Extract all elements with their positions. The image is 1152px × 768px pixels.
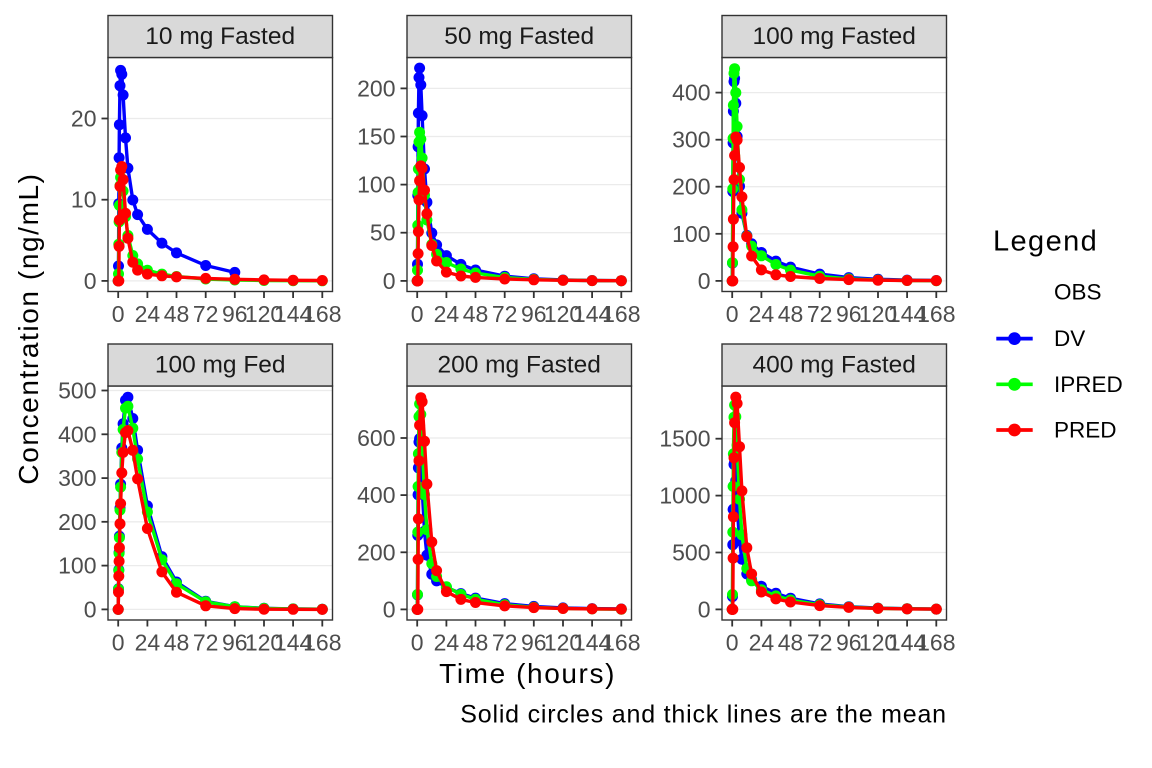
svg-text:500: 500: [58, 378, 96, 404]
svg-text:DV: DV: [1054, 326, 1085, 351]
svg-text:96: 96: [521, 301, 547, 327]
svg-text:OBS: OBS: [1054, 280, 1102, 305]
svg-text:0: 0: [411, 301, 424, 327]
svg-text:0: 0: [84, 268, 97, 294]
svg-text:0: 0: [411, 630, 424, 656]
svg-text:168: 168: [602, 630, 640, 656]
svg-text:48: 48: [164, 301, 190, 327]
svg-text:400: 400: [357, 482, 395, 508]
svg-text:48: 48: [463, 630, 489, 656]
svg-text:24: 24: [135, 301, 161, 327]
svg-text:24: 24: [434, 630, 460, 656]
svg-text:48: 48: [778, 630, 804, 656]
svg-text:100: 100: [58, 553, 96, 579]
svg-text:96: 96: [521, 630, 547, 656]
svg-text:400 mg Fasted: 400 mg Fasted: [752, 352, 915, 379]
svg-text:72: 72: [193, 630, 219, 656]
svg-text:48: 48: [778, 301, 804, 327]
svg-text:100 mg Fasted: 100 mg Fasted: [752, 23, 915, 50]
svg-text:168: 168: [917, 630, 955, 656]
svg-text:24: 24: [434, 301, 460, 327]
svg-text:0: 0: [383, 268, 396, 294]
svg-text:100 mg Fed: 100 mg Fed: [155, 352, 286, 379]
svg-text:0: 0: [698, 596, 711, 622]
svg-text:0: 0: [698, 268, 711, 294]
svg-text:168: 168: [303, 301, 341, 327]
svg-text:168: 168: [917, 301, 955, 327]
svg-text:200: 200: [357, 75, 395, 101]
svg-text:0: 0: [383, 596, 396, 622]
svg-text:96: 96: [836, 630, 862, 656]
svg-text:48: 48: [463, 301, 489, 327]
svg-text:Solid circles and thick lines: Solid circles and thick lines are the me…: [460, 701, 947, 729]
svg-text:48: 48: [164, 630, 190, 656]
svg-text:10 mg Fasted: 10 mg Fasted: [145, 23, 295, 50]
svg-text:72: 72: [492, 301, 518, 327]
svg-text:144: 144: [888, 301, 927, 327]
svg-text:120: 120: [245, 301, 283, 327]
svg-text:168: 168: [303, 630, 341, 656]
svg-text:PRED: PRED: [1054, 418, 1117, 443]
svg-text:144: 144: [573, 630, 612, 656]
svg-text:144: 144: [888, 630, 927, 656]
svg-text:200: 200: [672, 174, 710, 200]
svg-text:120: 120: [544, 301, 582, 327]
svg-text:Concentration (ng/mL): Concentration (ng/mL): [13, 172, 44, 484]
svg-text:96: 96: [836, 301, 862, 327]
svg-text:150: 150: [357, 124, 395, 150]
svg-text:0: 0: [726, 630, 739, 656]
svg-text:50: 50: [370, 220, 396, 246]
svg-text:200 mg Fasted: 200 mg Fasted: [437, 352, 600, 379]
svg-text:400: 400: [58, 421, 96, 447]
svg-text:120: 120: [544, 630, 582, 656]
svg-text:0: 0: [726, 301, 739, 327]
svg-text:50 mg Fasted: 50 mg Fasted: [444, 23, 594, 50]
svg-text:10: 10: [71, 187, 97, 213]
svg-text:72: 72: [492, 630, 518, 656]
svg-text:600: 600: [357, 425, 395, 451]
svg-text:120: 120: [245, 630, 283, 656]
svg-text:0: 0: [112, 630, 125, 656]
svg-text:72: 72: [807, 630, 833, 656]
svg-text:300: 300: [58, 465, 96, 491]
svg-text:120: 120: [859, 630, 897, 656]
svg-text:72: 72: [193, 301, 219, 327]
svg-text:500: 500: [672, 540, 710, 566]
svg-text:0: 0: [84, 596, 97, 622]
svg-text:168: 168: [602, 301, 640, 327]
svg-text:100: 100: [357, 172, 395, 198]
svg-text:200: 200: [357, 539, 395, 565]
svg-text:1500: 1500: [659, 426, 710, 452]
svg-text:144: 144: [573, 301, 612, 327]
svg-text:24: 24: [749, 301, 775, 327]
svg-text:20: 20: [71, 106, 97, 132]
svg-text:96: 96: [222, 630, 248, 656]
svg-text:100: 100: [672, 221, 710, 247]
svg-text:24: 24: [135, 630, 161, 656]
svg-text:120: 120: [859, 301, 897, 327]
svg-text:Legend: Legend: [993, 226, 1098, 258]
svg-text:300: 300: [672, 127, 710, 153]
svg-text:Time (hours): Time (hours): [439, 658, 616, 689]
svg-text:200: 200: [58, 509, 96, 535]
svg-text:1000: 1000: [659, 483, 710, 509]
svg-text:0: 0: [112, 301, 125, 327]
svg-text:IPRED: IPRED: [1054, 372, 1123, 397]
svg-text:72: 72: [807, 301, 833, 327]
svg-text:96: 96: [222, 301, 248, 327]
svg-text:144: 144: [274, 301, 313, 327]
svg-text:144: 144: [274, 630, 313, 656]
svg-text:24: 24: [749, 630, 775, 656]
svg-text:400: 400: [672, 80, 710, 106]
